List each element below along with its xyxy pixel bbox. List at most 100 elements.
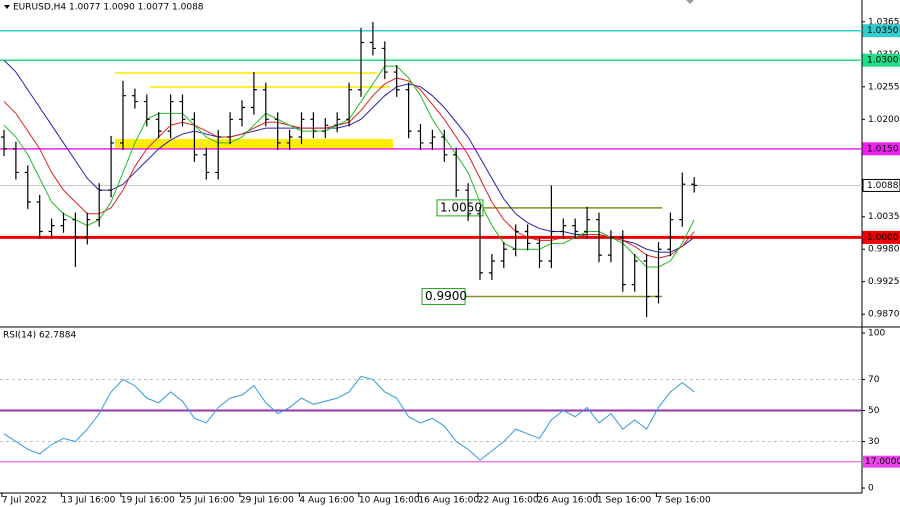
rsi-tick-label: 70: [868, 375, 880, 385]
ohlc-bar: [500, 242, 507, 269]
level-label-box: [862, 24, 900, 38]
x-tick-label: 7 Jul 2022: [2, 496, 47, 506]
ohlc-bar: [12, 141, 19, 180]
ohlc-bar: [120, 80, 126, 151]
ohlc-bar: [84, 212, 91, 245]
y-tick-label: 1.0035: [868, 212, 900, 222]
x-tick-label: 22 Aug 16:00: [478, 496, 539, 506]
ohlc-bar: [572, 218, 579, 239]
ohlc-bar: [179, 94, 186, 127]
ohlc-bar: [167, 94, 174, 139]
ohlc-bar: [691, 177, 698, 193]
ohlc-bar: [584, 206, 591, 239]
ohlc-bar: [155, 112, 162, 139]
rsi-level-box: [863, 455, 900, 468]
y-tick-label: 0.9925: [868, 277, 900, 287]
ohlc-bar: [274, 112, 281, 151]
level-label: 1.0150: [867, 144, 899, 154]
ohlc-bar: [548, 185, 555, 269]
ohlc-bar: [465, 183, 472, 221]
ohlc-bar: [667, 212, 674, 257]
ohlc-bar: [203, 147, 210, 180]
ohlc-bar: [524, 224, 531, 251]
rsi-tick-label: 50: [868, 406, 880, 416]
menu-icon[interactable]: [4, 5, 10, 9]
ohlc-bar: [596, 212, 602, 263]
ohlc-bar: [381, 41, 388, 80]
zone-band: [115, 139, 393, 149]
ohlc-bar: [346, 82, 353, 127]
ohlc-bar: [429, 129, 436, 151]
level-label: 1.0300: [867, 56, 899, 66]
ohlc-bar: [679, 172, 686, 227]
x-tick-label: 1 Sep 16:00: [597, 496, 652, 506]
ohlc-bar: [310, 112, 317, 139]
ohlc-bar: [441, 129, 448, 162]
y-tick-label: 1.0365: [868, 17, 900, 27]
x-tick-label: 26 Aug 16:00: [537, 496, 598, 506]
rsi-level-label: 17.0000: [865, 457, 900, 467]
ohlc-bar: [417, 124, 424, 151]
ohlc-bar: [643, 253, 650, 318]
ohlc-bar: [262, 82, 269, 127]
annotation-label: 1.0050: [440, 200, 482, 214]
ohlc-bar: [358, 27, 364, 97]
ohlc-bar: [655, 242, 662, 304]
ohlc-bar: [334, 112, 341, 133]
ohlc-bar: [631, 253, 638, 292]
ohlc-bar: [560, 218, 567, 239]
ohlc-bar: [36, 194, 43, 239]
annotation-box: [421, 287, 466, 305]
y-tick-label: 0.9870: [868, 310, 900, 320]
ohlc-bar: [72, 212, 79, 267]
level-label-box: [862, 230, 900, 244]
ohlc-bar: [453, 147, 460, 198]
ohlc-bar: [250, 72, 257, 115]
ohlc-bar: [393, 64, 400, 97]
ohlc-bar: [607, 230, 614, 263]
y-tick-label: 1.0255: [868, 82, 900, 92]
x-tick-label: 29 Jul 16:00: [240, 496, 294, 506]
x-tick-label: 16 Aug 16:00: [418, 496, 479, 506]
ohlc-bar: [131, 88, 138, 109]
level-label-box: [862, 178, 900, 192]
level-label: 1.0088: [867, 181, 899, 191]
rsi-tick-label: 0: [868, 484, 874, 494]
ohlc-bar: [96, 183, 103, 227]
ohlc-bar: [1, 129, 7, 156]
ohlc-bar: [488, 253, 495, 280]
ohlc-bar: [24, 165, 31, 210]
level-label-box: [862, 142, 900, 156]
annotation-label: 0.9900: [425, 289, 467, 303]
ohlc-bar: [215, 129, 222, 180]
ohlc-bar: [298, 112, 305, 145]
ohlc-bar: [191, 112, 198, 162]
ohlc-bar: [619, 230, 626, 292]
x-tick-label: 7 Sep 16:00: [656, 496, 711, 506]
level-label: 1.0000: [867, 233, 899, 243]
ohlc-bar: [143, 94, 150, 127]
ohlc-bar: [239, 100, 245, 127]
zone-line: [115, 72, 377, 74]
ohlc-bar: [369, 21, 376, 56]
ohlc-bar: [108, 135, 115, 198]
x-tick-label: 13 Jul 16:00: [61, 496, 115, 506]
ohlc-bar: [405, 82, 412, 139]
x-tick-label: 4 Aug 16:00: [299, 496, 354, 506]
ohlc-bar: [286, 129, 293, 151]
rsi-label: RSI(14) 62.7884: [3, 331, 76, 341]
y-tick-label: 1.0200: [868, 115, 900, 125]
ohlc-bar: [48, 218, 55, 239]
ohlc-bar: [322, 118, 329, 139]
rsi-tick-label: 100: [868, 329, 885, 339]
x-tick-label: 25 Jul 16:00: [180, 496, 234, 506]
zone-line: [150, 86, 390, 88]
chart-header: EURUSD,H4 1.0077 1.0090 1.0077 1.0088: [13, 3, 204, 13]
ohlc-bar: [60, 212, 67, 233]
y-tick-label: 0.9980: [868, 245, 900, 255]
ohlc-bar: [477, 206, 483, 280]
x-tick-label: 19 Jul 16:00: [121, 496, 175, 506]
zones: [115, 72, 393, 149]
